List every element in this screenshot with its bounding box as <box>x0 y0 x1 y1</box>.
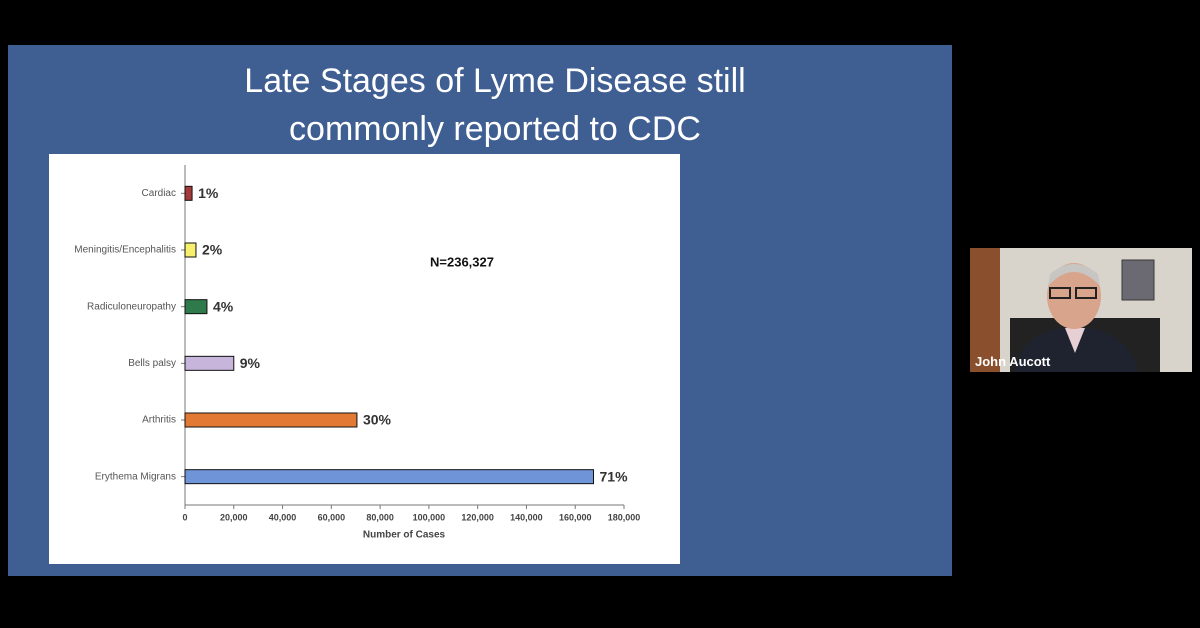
category-label: Cardiac <box>142 188 176 199</box>
x-tick-label: 0 <box>182 512 187 522</box>
x-tick-label: 180,000 <box>608 512 641 522</box>
x-tick-label: 160,000 <box>559 512 592 522</box>
share-label: 9% <box>240 355 261 371</box>
video-feed <box>970 248 1192 372</box>
bar <box>184 242 197 258</box>
share-label: 1% <box>198 185 219 201</box>
hair <box>1048 264 1100 286</box>
category-label: Bells palsy <box>128 358 176 369</box>
category-label: Erythema Migrans <box>95 471 176 482</box>
glasses <box>1075 287 1097 299</box>
x-axis-label: Number of Cases <box>363 530 446 541</box>
x-tick-label: 140,000 <box>510 512 543 522</box>
door <box>970 248 1000 372</box>
bar <box>184 185 193 201</box>
face <box>1047 263 1101 329</box>
picture-frame <box>1121 259 1155 301</box>
slide-title: Late Stages of Lyme Disease still common… <box>244 62 746 148</box>
bar <box>184 299 208 315</box>
suit <box>1015 328 1138 372</box>
share-label: 71% <box>600 468 629 484</box>
video-tile[interactable]: John Aucott <box>970 248 1192 372</box>
x-tick-label: 40,000 <box>269 512 297 522</box>
bar <box>184 469 595 485</box>
x-tick-label: 80,000 <box>366 512 394 522</box>
participant-name: John Aucott <box>975 354 1051 369</box>
category-label: Arthritis <box>142 415 176 426</box>
category-label: Radiculoneuropathy <box>87 301 176 312</box>
shirt <box>1065 328 1085 353</box>
x-tick-label: 20,000 <box>220 512 248 522</box>
annotation: N=236,327 <box>430 254 494 269</box>
share-label: 4% <box>213 298 234 314</box>
bar <box>184 355 235 371</box>
x-tick-label: 100,000 <box>413 512 446 522</box>
bar <box>184 412 358 428</box>
x-tick-label: 120,000 <box>461 512 494 522</box>
chart-area <box>49 154 680 564</box>
share-label: 30% <box>363 412 392 428</box>
category-label: Meningitis/Encephalitis <box>74 245 176 256</box>
share-label: 2% <box>202 242 223 258</box>
x-tick-label: 60,000 <box>318 512 346 522</box>
glasses <box>1049 287 1071 299</box>
